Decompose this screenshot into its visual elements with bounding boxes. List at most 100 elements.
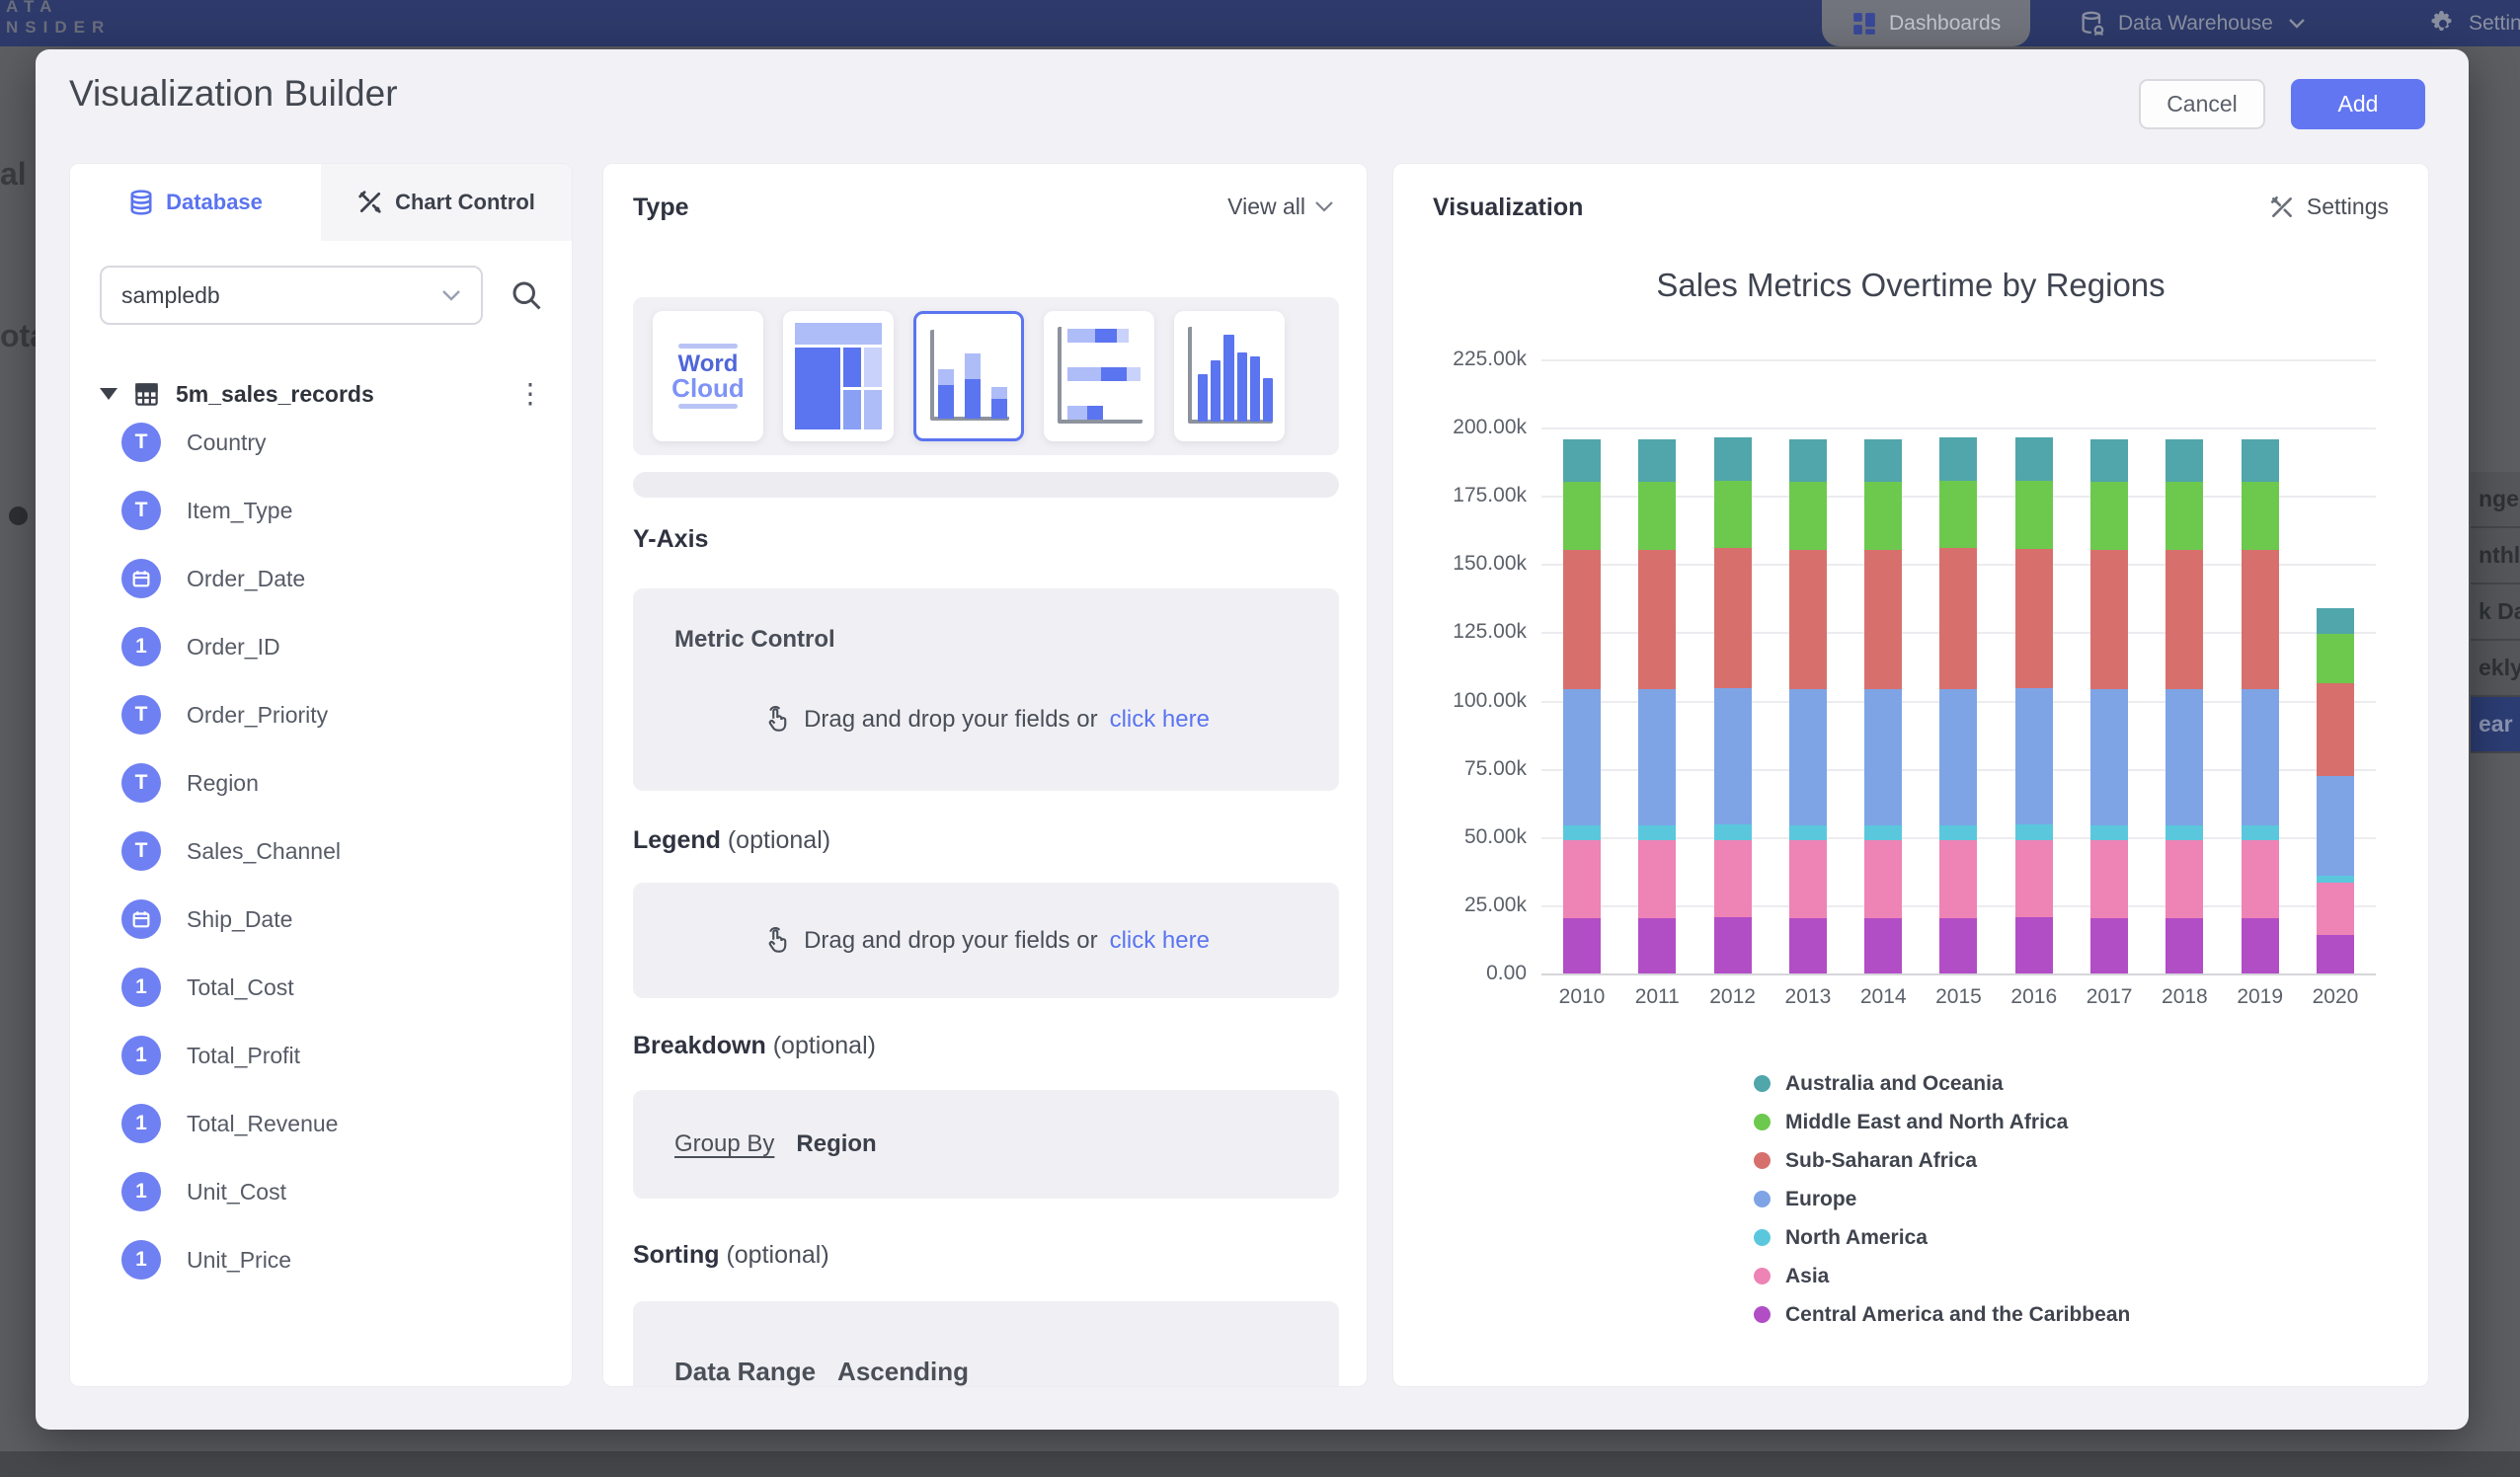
bar-segment-2017[interactable]	[2090, 840, 2128, 918]
bar-segment-2012[interactable]	[1714, 481, 1752, 548]
bar-segment-2018[interactable]	[2166, 439, 2203, 482]
bar-segment-2012[interactable]	[1714, 548, 1752, 688]
bar-segment-2013[interactable]	[1789, 689, 1827, 825]
bar-segment-2015[interactable]	[1939, 437, 1977, 481]
kebab-menu-icon[interactable]: ⋮	[516, 384, 544, 404]
field-row-order_priority[interactable]: TOrder_Priority	[121, 695, 341, 735]
legend-item[interactable]: Europe	[1754, 1188, 2130, 1210]
field-row-unit_cost[interactable]: 1Unit_Cost	[121, 1172, 341, 1211]
sorting-dropzone[interactable]: Data Range Ascending	[633, 1301, 1339, 1387]
bar-segment-2017[interactable]	[2090, 825, 2128, 840]
bar-segment-2019[interactable]	[2242, 918, 2279, 973]
tab-database[interactable]: Database	[70, 164, 321, 241]
bar-2018[interactable]	[2166, 439, 2203, 973]
field-row-total_revenue[interactable]: 1Total_Revenue	[121, 1104, 341, 1143]
bar-segment-2018[interactable]	[2166, 840, 2203, 918]
legend-item[interactable]: Asia	[1754, 1265, 2130, 1287]
bar-segment-2015[interactable]	[1939, 689, 1977, 825]
field-row-total_cost[interactable]: 1Total_Cost	[121, 968, 341, 1007]
bar-segment-2010[interactable]	[1563, 550, 1601, 689]
bar-segment-2020[interactable]	[2317, 876, 2354, 883]
bar-segment-2018[interactable]	[2166, 689, 2203, 825]
bar-2019[interactable]	[2242, 439, 2279, 973]
view-all-dropdown[interactable]: View all	[1227, 194, 1333, 220]
bar-segment-2016[interactable]	[2015, 688, 2053, 824]
metric-control-dropzone[interactable]: Metric Control Drag and drop your fields…	[633, 588, 1339, 791]
tab-chart-control[interactable]: Chart Control	[321, 164, 572, 241]
field-row-total_profit[interactable]: 1Total_Profit	[121, 1036, 341, 1075]
bar-segment-2014[interactable]	[1864, 482, 1902, 550]
field-row-country[interactable]: TCountry	[121, 423, 341, 462]
nav-settings[interactable]: Settings	[2429, 0, 2520, 46]
bar-segment-2017[interactable]	[2090, 689, 2128, 825]
datasource-select[interactable]: sampledb	[100, 266, 483, 325]
nav-dashboards[interactable]: Dashboards	[1822, 0, 2030, 46]
bar-segment-2019[interactable]	[2242, 840, 2279, 918]
bar-segment-2016[interactable]	[2015, 437, 2053, 481]
bar-segment-2018[interactable]	[2166, 550, 2203, 689]
bar-2011[interactable]	[1638, 439, 1676, 973]
bar-segment-2011[interactable]	[1638, 840, 1676, 918]
bar-segment-2012[interactable]	[1714, 840, 1752, 918]
bar-2014[interactable]	[1864, 439, 1902, 973]
search-icon[interactable]	[509, 277, 544, 313]
bar-2017[interactable]	[2090, 439, 2128, 973]
bar-segment-2015[interactable]	[1939, 481, 1977, 549]
bar-segment-2016[interactable]	[2015, 824, 2053, 839]
bar-segment-2018[interactable]	[2166, 482, 2203, 550]
bar-segment-2014[interactable]	[1864, 918, 1902, 973]
click-here-link[interactable]: click here	[1110, 706, 1210, 734]
chart-type-word-cloud[interactable]: WordCloud	[653, 311, 763, 441]
caret-down-icon[interactable]	[100, 388, 118, 400]
nav-data-warehouse[interactable]: Data Warehouse	[2079, 0, 2305, 46]
legend-item[interactable]: Central America and the Caribbean	[1754, 1303, 2130, 1326]
bar-segment-2012[interactable]	[1714, 688, 1752, 824]
legend-item[interactable]: Middle East and North Africa	[1754, 1111, 2130, 1133]
legend-dropzone[interactable]: Drag and drop your fields or click here	[633, 883, 1339, 998]
bar-segment-2016[interactable]	[2015, 840, 2053, 918]
click-here-link[interactable]: click here	[1110, 927, 1210, 955]
bar-segment-2010[interactable]	[1563, 689, 1601, 825]
legend-item[interactable]: Australia and Oceania	[1754, 1072, 2130, 1095]
visualization-settings-button[interactable]: Settings	[2269, 194, 2389, 220]
bar-segment-2013[interactable]	[1789, 840, 1827, 918]
chart-type-scrollbar[interactable]	[633, 472, 1339, 498]
bar-segment-2017[interactable]	[2090, 482, 2128, 550]
bar-segment-2020[interactable]	[2317, 683, 2354, 776]
legend-item[interactable]: North America	[1754, 1226, 2130, 1249]
table-tree-header[interactable]: 5m_sales_records ⋮	[100, 375, 544, 413]
bar-segment-2018[interactable]	[2166, 918, 2203, 973]
bar-segment-2017[interactable]	[2090, 439, 2128, 482]
bar-segment-2010[interactable]	[1563, 840, 1601, 918]
field-row-sales_channel[interactable]: TSales_Channel	[121, 831, 341, 871]
bar-segment-2014[interactable]	[1864, 825, 1902, 840]
bar-segment-2019[interactable]	[2242, 825, 2279, 840]
group-by-label[interactable]: Group By	[674, 1130, 774, 1158]
chart-type-histogram[interactable]	[1174, 311, 1285, 441]
bar-segment-2016[interactable]	[2015, 549, 2053, 688]
bar-segment-2019[interactable]	[2242, 439, 2279, 482]
bar-segment-2010[interactable]	[1563, 439, 1601, 482]
bar-2013[interactable]	[1789, 439, 1827, 973]
field-row-region[interactable]: TRegion	[121, 763, 341, 803]
bar-segment-2011[interactable]	[1638, 825, 1676, 840]
bar-segment-2010[interactable]	[1563, 918, 1601, 973]
bar-segment-2013[interactable]	[1789, 439, 1827, 482]
bar-2015[interactable]	[1939, 437, 1977, 973]
group-by-value[interactable]: Region	[796, 1130, 876, 1158]
bar-2012[interactable]	[1714, 437, 1752, 973]
field-row-order_id[interactable]: 1Order_ID	[121, 627, 341, 666]
bar-segment-2011[interactable]	[1638, 689, 1676, 825]
bar-segment-2016[interactable]	[2015, 917, 2053, 973]
field-row-order_date[interactable]: Order_Date	[121, 559, 341, 598]
bar-segment-2017[interactable]	[2090, 550, 2128, 689]
bar-segment-2020[interactable]	[2317, 608, 2354, 634]
sorting-field-label[interactable]: Data Range	[674, 1357, 816, 1387]
add-button[interactable]: Add	[2291, 79, 2425, 129]
bar-segment-2016[interactable]	[2015, 481, 2053, 549]
chart-type-stacked-column[interactable]	[913, 311, 1024, 441]
bar-segment-2013[interactable]	[1789, 482, 1827, 550]
bar-segment-2015[interactable]	[1939, 918, 1977, 973]
bar-segment-2015[interactable]	[1939, 548, 1977, 688]
bar-segment-2013[interactable]	[1789, 825, 1827, 840]
